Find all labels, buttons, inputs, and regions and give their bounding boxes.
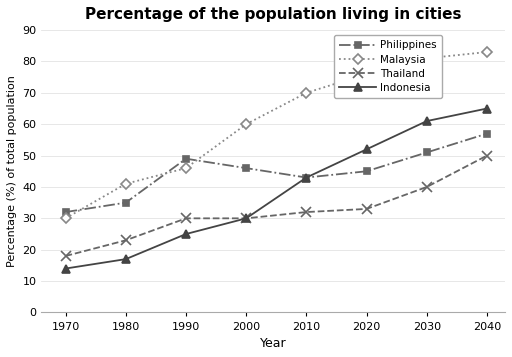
Philippines [424,150,430,155]
Legend: Philippines, Malaysia, Thailand, Indonesia: Philippines, Malaysia, Thailand, Indones… [334,35,442,98]
Thailand [364,207,370,211]
Thailand [303,210,309,214]
Line: Indonesia: Indonesia [61,104,491,273]
Malaysia [123,182,129,186]
Malaysia [303,91,309,95]
Philippines [62,210,69,214]
Indonesia [243,216,249,221]
Line: Philippines: Philippines [62,130,490,216]
Philippines [303,175,309,180]
Thailand [62,254,69,258]
Malaysia [484,50,490,54]
Indonesia [484,106,490,111]
Thailand [243,216,249,221]
Thailand [183,216,189,221]
X-axis label: Year: Year [260,337,287,350]
Indonesia [424,119,430,123]
Thailand [484,154,490,158]
Line: Thailand: Thailand [61,151,492,261]
Indonesia [62,266,69,271]
Malaysia [243,122,249,126]
Indonesia [183,232,189,236]
Philippines [123,201,129,205]
Philippines [364,169,370,174]
Malaysia [183,166,189,170]
Thailand [123,238,129,242]
Thailand [424,185,430,189]
Title: Percentage of the population living in cities: Percentage of the population living in c… [85,7,461,22]
Malaysia [62,216,69,221]
Malaysia [424,56,430,60]
Indonesia [123,257,129,261]
Indonesia [364,147,370,151]
Y-axis label: Percentage (%) of total population: Percentage (%) of total population [7,75,17,267]
Philippines [243,166,249,170]
Malaysia [364,72,370,76]
Line: Malaysia: Malaysia [62,49,490,222]
Philippines [484,131,490,136]
Philippines [183,157,189,161]
Indonesia [303,175,309,180]
